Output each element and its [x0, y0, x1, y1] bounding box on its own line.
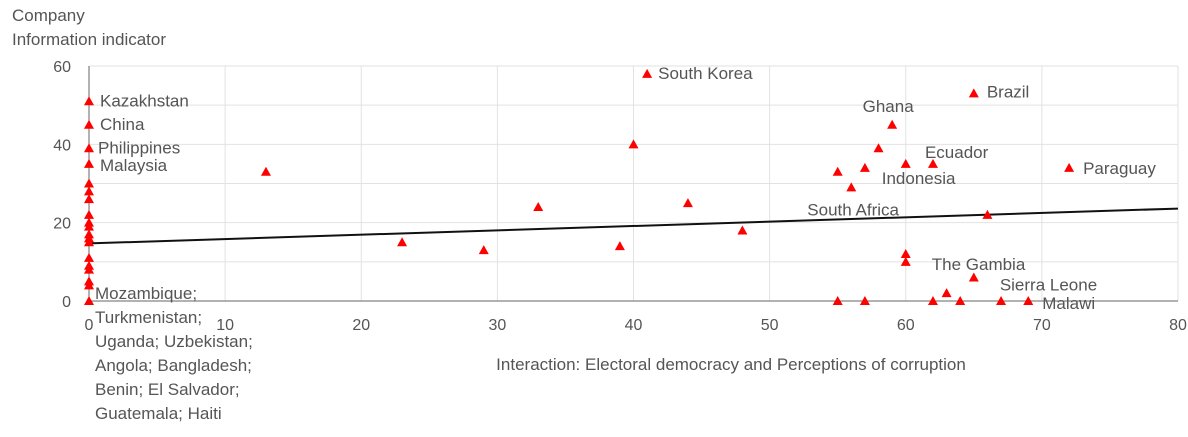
data-point — [982, 209, 993, 219]
x-axis-label: Interaction: Electoral democracy and Per… — [496, 355, 966, 374]
data-point — [873, 143, 884, 153]
data-point — [84, 209, 94, 219]
point-label: Philippines — [98, 138, 180, 157]
data-point — [84, 186, 94, 196]
data-point — [397, 237, 408, 247]
data-point — [996, 296, 1007, 305]
data-point — [832, 166, 843, 176]
data-point — [260, 166, 271, 176]
point-label: Kazakhstan — [100, 91, 189, 110]
data-point — [682, 198, 693, 208]
x-tick-label: 0 — [85, 317, 94, 334]
x-tick-label: 30 — [488, 317, 506, 334]
point-label: Malaysia — [100, 156, 168, 175]
data-point — [84, 143, 94, 153]
point-label: South Korea — [658, 64, 753, 83]
x-tick-label: 70 — [1033, 317, 1051, 334]
data-point — [84, 119, 94, 129]
data-point — [84, 221, 94, 231]
data-point — [84, 280, 94, 290]
data-point — [927, 296, 938, 305]
grid-lines — [89, 65, 1179, 302]
data-point — [832, 296, 843, 305]
data-point — [84, 252, 94, 262]
data-point — [900, 256, 911, 266]
point-label: Sierra Leone — [1000, 276, 1097, 295]
data-point — [84, 178, 94, 188]
data-point — [533, 202, 544, 211]
data-point — [900, 249, 911, 258]
data-point — [478, 245, 489, 255]
x-tick-label: 80 — [1169, 317, 1187, 334]
data-point — [84, 158, 94, 168]
x-tick-label: 20 — [352, 317, 370, 334]
x-tick-label: 60 — [897, 317, 915, 334]
data-point — [968, 272, 979, 282]
data-point — [900, 158, 911, 168]
x-tick-label: 10 — [216, 317, 234, 334]
data-point — [84, 264, 94, 274]
tick-labels: 0 20 40 60 0 10 20 30 40 50 60 70 80 — [53, 59, 1187, 334]
data-point — [1023, 296, 1034, 305]
data-point — [846, 182, 857, 192]
data-point — [737, 225, 748, 235]
data-point — [859, 162, 870, 172]
y-axis-label-line-2: Information indicator — [12, 30, 167, 49]
point-label: Brazil — [987, 82, 1030, 101]
x-tick-label: 40 — [625, 317, 643, 334]
point-label: Malawi — [1042, 294, 1095, 313]
point-label: Mozambique; Turkmenistan; Uganda; Uzbekist… — [95, 284, 253, 423]
point-label: The Gambia — [932, 255, 1026, 274]
data-point — [84, 296, 94, 305]
data-point — [968, 88, 979, 98]
data-point — [84, 237, 94, 247]
y-tick-label: 0 — [62, 294, 71, 311]
data-point — [887, 119, 898, 129]
point-label: China — [100, 115, 145, 134]
y-tick-label: 40 — [53, 137, 71, 154]
y-tick-label: 20 — [53, 216, 71, 233]
data-point — [642, 68, 653, 78]
y-axis-label-line-1: Company — [12, 6, 85, 25]
point-label: Ecuador — [925, 143, 989, 162]
point-label: Ghana — [863, 97, 915, 116]
trendline — [88, 207, 1179, 245]
data-point — [859, 296, 870, 305]
data-point — [84, 194, 94, 204]
data-point — [941, 288, 952, 298]
data-points — [84, 68, 1075, 305]
point-label: Indonesia — [882, 169, 956, 188]
y-tick-label: 60 — [53, 59, 71, 76]
data-point — [84, 96, 94, 106]
point-label: Paraguay — [1083, 159, 1156, 178]
data-point — [927, 158, 938, 168]
data-point — [1064, 162, 1075, 172]
x-tick-label: 50 — [761, 317, 779, 334]
trendline-segment — [88, 207, 1179, 245]
data-point — [955, 296, 966, 305]
point-label: South Africa — [807, 200, 899, 219]
data-point — [614, 241, 625, 251]
data-point — [628, 139, 639, 149]
